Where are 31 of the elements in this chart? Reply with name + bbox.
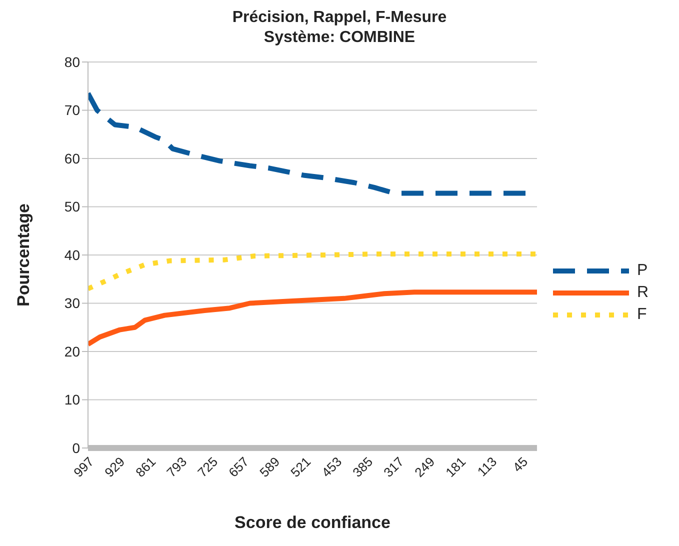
legend-label: P: [637, 262, 648, 280]
y-tick-label: 70: [64, 102, 80, 118]
y-tick-label: 10: [64, 392, 80, 408]
x-tick-label: 385: [350, 454, 376, 480]
x-tick-label: 657: [226, 454, 252, 480]
x-tick-label: 997: [70, 454, 97, 480]
y-tick-label: 80: [64, 54, 80, 70]
legend-label: R: [637, 284, 649, 302]
x-tick-label: 725: [194, 454, 221, 480]
x-tick-label: 793: [164, 454, 190, 480]
y-tick-label: 40: [64, 246, 80, 263]
x-axis-title: Score de confiance: [234, 513, 390, 532]
legend-label: F: [637, 306, 647, 324]
x-tick-label: 453: [318, 454, 345, 480]
x-tick-label: 317: [380, 454, 407, 480]
y-tick-label: 0: [72, 440, 80, 456]
y-tick-label: 50: [64, 198, 80, 215]
x-tick-label: 113: [474, 454, 500, 480]
y-tick-label: 30: [64, 295, 80, 312]
x-tick-label: 521: [288, 454, 314, 480]
x-tick-label: 181: [442, 454, 469, 480]
x-tick-label: 861: [132, 454, 159, 480]
x-tick-label: 249: [412, 454, 438, 480]
x-tick-label: 929: [102, 454, 128, 480]
y-tick-label: 60: [64, 150, 80, 166]
chart-subtitle: Système: COMBINE: [262, 28, 416, 48]
x-tick-label: 45: [510, 454, 531, 475]
y-axis-title: Pourcentage: [14, 204, 34, 306]
y-tick-label: 20: [64, 343, 80, 360]
x-tick-label: 589: [256, 454, 283, 480]
chart-title: Précision, Rappel, F-Mesure: [231, 8, 448, 28]
